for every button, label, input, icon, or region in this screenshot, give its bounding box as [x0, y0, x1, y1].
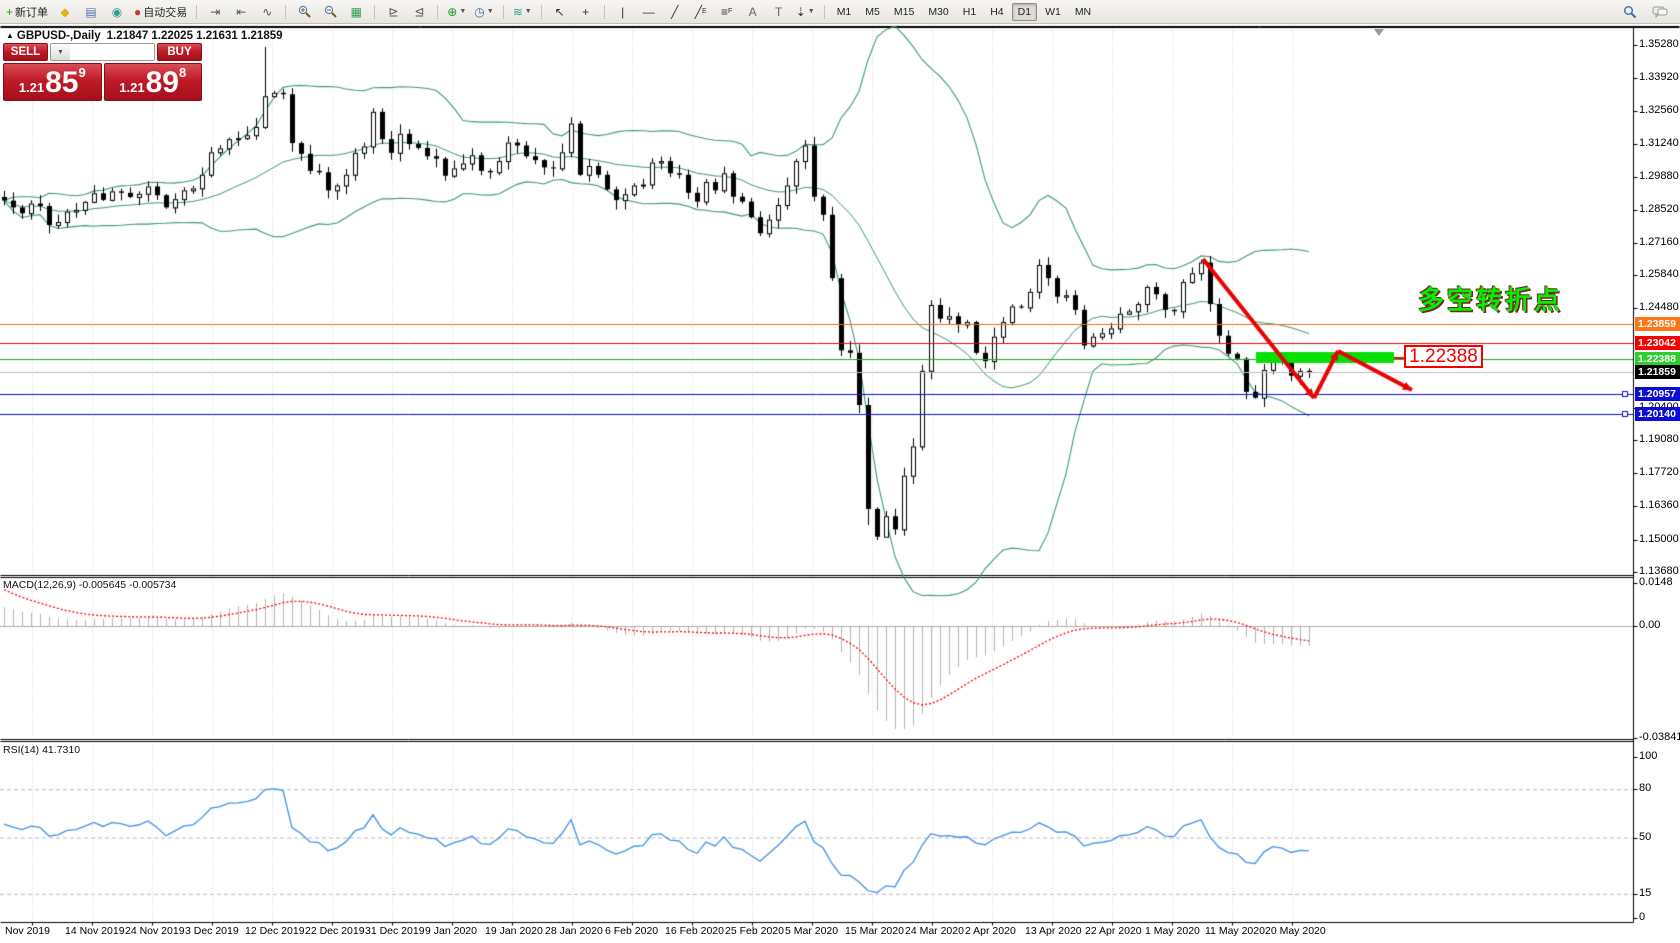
- date-axis-label: 20 May 2020: [1265, 925, 1326, 937]
- date-axis-label: 11 May 2020: [1205, 925, 1265, 937]
- date-axis-label: 28 Jan 2020: [545, 925, 603, 937]
- price-level-tag: 1.22388: [1635, 352, 1680, 367]
- sell-price-sup: 9: [78, 65, 86, 80]
- price-axis-tick: 1.25840: [1639, 268, 1679, 281]
- price-axis-tick: 1.35280: [1639, 38, 1679, 50]
- date-axis-label: 22 Apr 2020: [1085, 925, 1142, 937]
- sell-button[interactable]: SELL: [3, 43, 48, 61]
- date-axis-label: 5 Mar 2020: [785, 925, 839, 937]
- date-axis-label: 6 Feb 2020: [605, 925, 659, 937]
- date-axis-label: 2 Apr 2020: [965, 925, 1016, 937]
- price-level-tag: 1.23859: [1635, 316, 1680, 331]
- date-axis-label: 14 Nov 2019: [65, 925, 125, 937]
- date-axis-label: 16 Feb 2020: [665, 925, 724, 937]
- price-level-tag: 1.20957: [1635, 387, 1680, 402]
- date-axis-label: 24 Nov 2019: [125, 925, 185, 937]
- macd-axis-tick: -0.038415: [1639, 730, 1680, 743]
- price-axis-tick: 1.32560: [1639, 104, 1679, 117]
- rsi-axis-tick: 50: [1639, 830, 1652, 843]
- buy-price-big: 89: [145, 66, 179, 99]
- macd-axis-tick: 0.00: [1639, 619, 1661, 631]
- date-axis-label: 1 May 2020: [1145, 925, 1200, 937]
- rsi-axis-tick: 100: [1639, 750, 1658, 762]
- date-axis-label: 25 Feb 2020: [725, 925, 784, 937]
- turning-point-annotation[interactable]: 多空转折点: [1418, 285, 1564, 315]
- date-axis-label: 31 Dec 2019: [365, 925, 425, 937]
- current-price-tag: 1.21859: [1635, 365, 1680, 380]
- buy-button[interactable]: BUY: [157, 43, 202, 61]
- date-axis-label: 22 Dec 2019: [305, 925, 365, 937]
- rsi-label: RSI(14) 41.7310: [3, 744, 81, 756]
- rsi-axis-tick: 80: [1639, 782, 1652, 795]
- lot-input[interactable]: [69, 44, 154, 60]
- sell-price-small: 1.21: [18, 80, 45, 95]
- level-price-label[interactable]: 1.22388: [1404, 345, 1483, 368]
- sell-price-big: 85: [45, 66, 79, 99]
- date-axis-label: Nov 2019: [5, 925, 50, 937]
- chart-title: ▲ GBPUSD-,Daily 1.21847 1.22025 1.21631 1.…: [6, 30, 283, 42]
- price-axis-tick: 1.27160: [1639, 236, 1679, 249]
- date-axis-label: 9 Jan 2020: [425, 925, 477, 937]
- chart-shift-marker-icon[interactable]: [1374, 29, 1384, 36]
- rsi-axis-tick: 15: [1639, 886, 1652, 899]
- date-axis-label: 13 Apr 2020: [1025, 925, 1082, 937]
- buy-price-display[interactable]: 1.21 89 8: [103, 63, 202, 101]
- price-axis-tick: 1.15000: [1639, 532, 1679, 545]
- lot-stepper: ▼ ▲: [50, 43, 155, 61]
- sell-price-display[interactable]: 1.21 85 9: [3, 63, 102, 101]
- price-axis-tick: 1.17720: [1639, 466, 1679, 479]
- date-axis-label: 24 Mar 2020: [905, 925, 964, 937]
- price-axis-tick: 1.24480: [1639, 301, 1679, 314]
- one-click-trading-panel: SELL ▼ ▲ BUY 1.21 85 9 1.21 89 8: [3, 43, 202, 101]
- ohlc-values: 1.21847 1.22025 1.21631 1.21859: [106, 30, 283, 42]
- price-axis-tick: 1.13680: [1639, 564, 1679, 577]
- price-axis-tick: 1.31240: [1639, 136, 1679, 149]
- price-level-tag: 1.23042: [1635, 336, 1680, 351]
- price-axis-tick: 1.33920: [1639, 71, 1679, 84]
- price-axis-tick: 1.29880: [1639, 169, 1679, 182]
- buy-price-sup: 8: [178, 65, 187, 80]
- price-level-tag: 1.20140: [1635, 407, 1680, 422]
- price-axis-tick: 1.16360: [1639, 499, 1679, 512]
- symbol-period-label: GBPUSD-,Daily: [16, 30, 101, 42]
- price-axis-tick: 1.19080: [1639, 433, 1679, 446]
- lot-decrease-button[interactable]: ▼: [51, 44, 70, 60]
- price-axis-tick: 1.28520: [1639, 202, 1679, 215]
- macd-label: MACD(12,26,9) -0.005645 -0.005734: [3, 579, 177, 591]
- buy-price-small: 1.21: [119, 80, 145, 95]
- symbol-marker-icon: ▲: [6, 31, 14, 40]
- date-axis-label: 19 Jan 2020: [485, 925, 543, 937]
- macd-axis-tick: 0.0148: [1639, 576, 1673, 588]
- date-axis-label: 15 Mar 2020: [845, 925, 904, 937]
- date-axis-label: 3 Dec 2019: [185, 925, 239, 937]
- date-axis-label: 12 Dec 2019: [245, 925, 305, 937]
- rsi-axis-tick: 0: [1639, 911, 1646, 923]
